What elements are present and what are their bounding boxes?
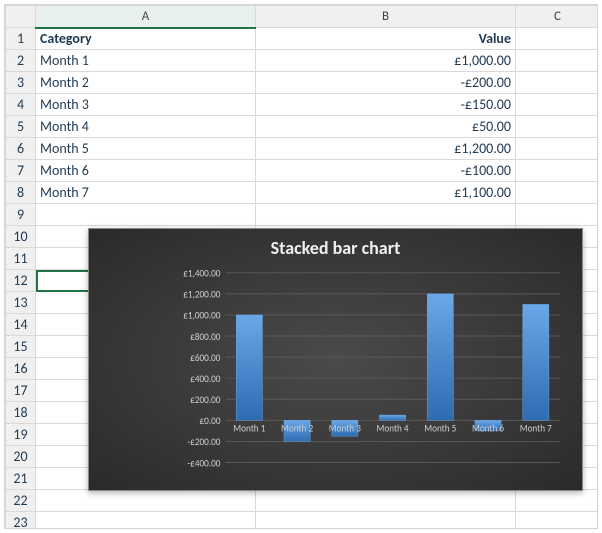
x-axis-label: Month 2 [281,422,313,435]
cell-B23[interactable] [256,512,516,530]
cell-B9[interactable] [256,204,516,226]
chart-bar [236,315,262,420]
col-header-B[interactable]: B [256,6,516,28]
cell-A1[interactable]: Category [36,28,256,50]
col-header-C[interactable]: C [516,6,599,28]
chart-title: Stacked bar chart [89,229,582,263]
x-axis-label: Month 6 [472,422,504,435]
row-header[interactable]: 21 [6,468,36,490]
row-header[interactable]: 20 [6,446,36,468]
cell-B7[interactable]: -£100.00 [256,160,516,182]
row-header[interactable]: 2 [6,50,36,72]
row-header[interactable]: 15 [6,336,36,358]
cell-A22[interactable] [36,490,256,512]
row-header[interactable]: 22 [6,490,36,512]
corner-cell[interactable] [6,6,36,28]
y-axis-label: £1,000.00 [183,309,220,322]
y-axis-label: £1,400.00 [183,269,220,280]
y-axis-label: £0.00 [200,415,221,428]
row-header[interactable]: 18 [6,402,36,424]
col-header-A[interactable]: A [36,6,256,28]
cell-A4[interactable]: Month 3 [36,94,256,116]
cell-C22[interactable] [516,490,599,512]
row-header[interactable]: 9 [6,204,36,226]
row-header[interactable]: 16 [6,358,36,380]
spreadsheet[interactable]: ABC1CategoryValue2Month 1£1,000.003Month… [4,4,598,529]
x-axis-label: Month 1 [233,422,265,435]
cell-B2[interactable]: £1,000.00 [256,50,516,72]
y-axis-label: £400.00 [190,372,220,385]
row-header[interactable]: 7 [6,160,36,182]
y-axis-label: -£200.00 [187,436,220,449]
y-axis-label: £200.00 [190,394,220,407]
row-header[interactable]: 8 [6,182,36,204]
cell-C4[interactable] [516,94,599,116]
row-header[interactable]: 17 [6,380,36,402]
cell-A7[interactable]: Month 6 [36,160,256,182]
chart-bar [379,415,405,420]
y-axis-label: -£400.00 [187,457,220,470]
y-axis-label: £800.00 [190,330,220,343]
x-axis-label: Month 4 [377,422,409,435]
chart-bar [523,304,549,420]
cell-C2[interactable] [516,50,599,72]
cell-C9[interactable] [516,204,599,226]
cell-C3[interactable] [516,72,599,94]
row-header[interactable]: 12 [6,270,36,292]
row-header[interactable]: 14 [6,314,36,336]
cell-B1[interactable]: Value [256,28,516,50]
cell-B3[interactable]: -£200.00 [256,72,516,94]
cell-C6[interactable] [516,138,599,160]
row-header[interactable]: 3 [6,72,36,94]
row-header[interactable]: 6 [6,138,36,160]
cell-A3[interactable]: Month 2 [36,72,256,94]
cell-B22[interactable] [256,490,516,512]
cell-B6[interactable]: £1,200.00 [256,138,516,160]
cell-B4[interactable]: -£150.00 [256,94,516,116]
cell-A2[interactable]: Month 1 [36,50,256,72]
cell-B5[interactable]: £50.00 [256,116,516,138]
y-axis-label: £1,200.00 [183,288,220,301]
cell-A6[interactable]: Month 5 [36,138,256,160]
chart-plot-area: -£400.00 -£200.00 £0.00 £200.00 £400.00 £600.… [167,269,568,472]
cell-C23[interactable] [516,512,599,530]
cell-C8[interactable] [516,182,599,204]
x-axis-label: Month 5 [424,422,456,435]
x-axis-label: Month 3 [329,422,361,435]
y-axis-label: £600.00 [190,351,220,364]
row-header[interactable]: 23 [6,512,36,530]
cell-A8[interactable]: Month 7 [36,182,256,204]
row-header[interactable]: 5 [6,116,36,138]
row-header[interactable]: 11 [6,248,36,270]
x-axis-label: Month 7 [520,422,552,435]
embedded-chart[interactable]: Stacked bar chart -£400.00 -£200.00 £0.00 £… [88,228,583,491]
cell-A5[interactable]: Month 4 [36,116,256,138]
cell-A9[interactable] [36,204,256,226]
cell-B8[interactable]: £1,100.00 [256,182,516,204]
cell-C1[interactable] [516,28,599,50]
cell-A23[interactable] [36,512,256,530]
chart-bar [427,294,453,420]
row-header[interactable]: 13 [6,292,36,314]
cell-C7[interactable] [516,160,599,182]
row-header[interactable]: 10 [6,226,36,248]
row-header[interactable]: 4 [6,94,36,116]
cell-C5[interactable] [516,116,599,138]
row-header[interactable]: 1 [6,28,36,50]
row-header[interactable]: 19 [6,424,36,446]
